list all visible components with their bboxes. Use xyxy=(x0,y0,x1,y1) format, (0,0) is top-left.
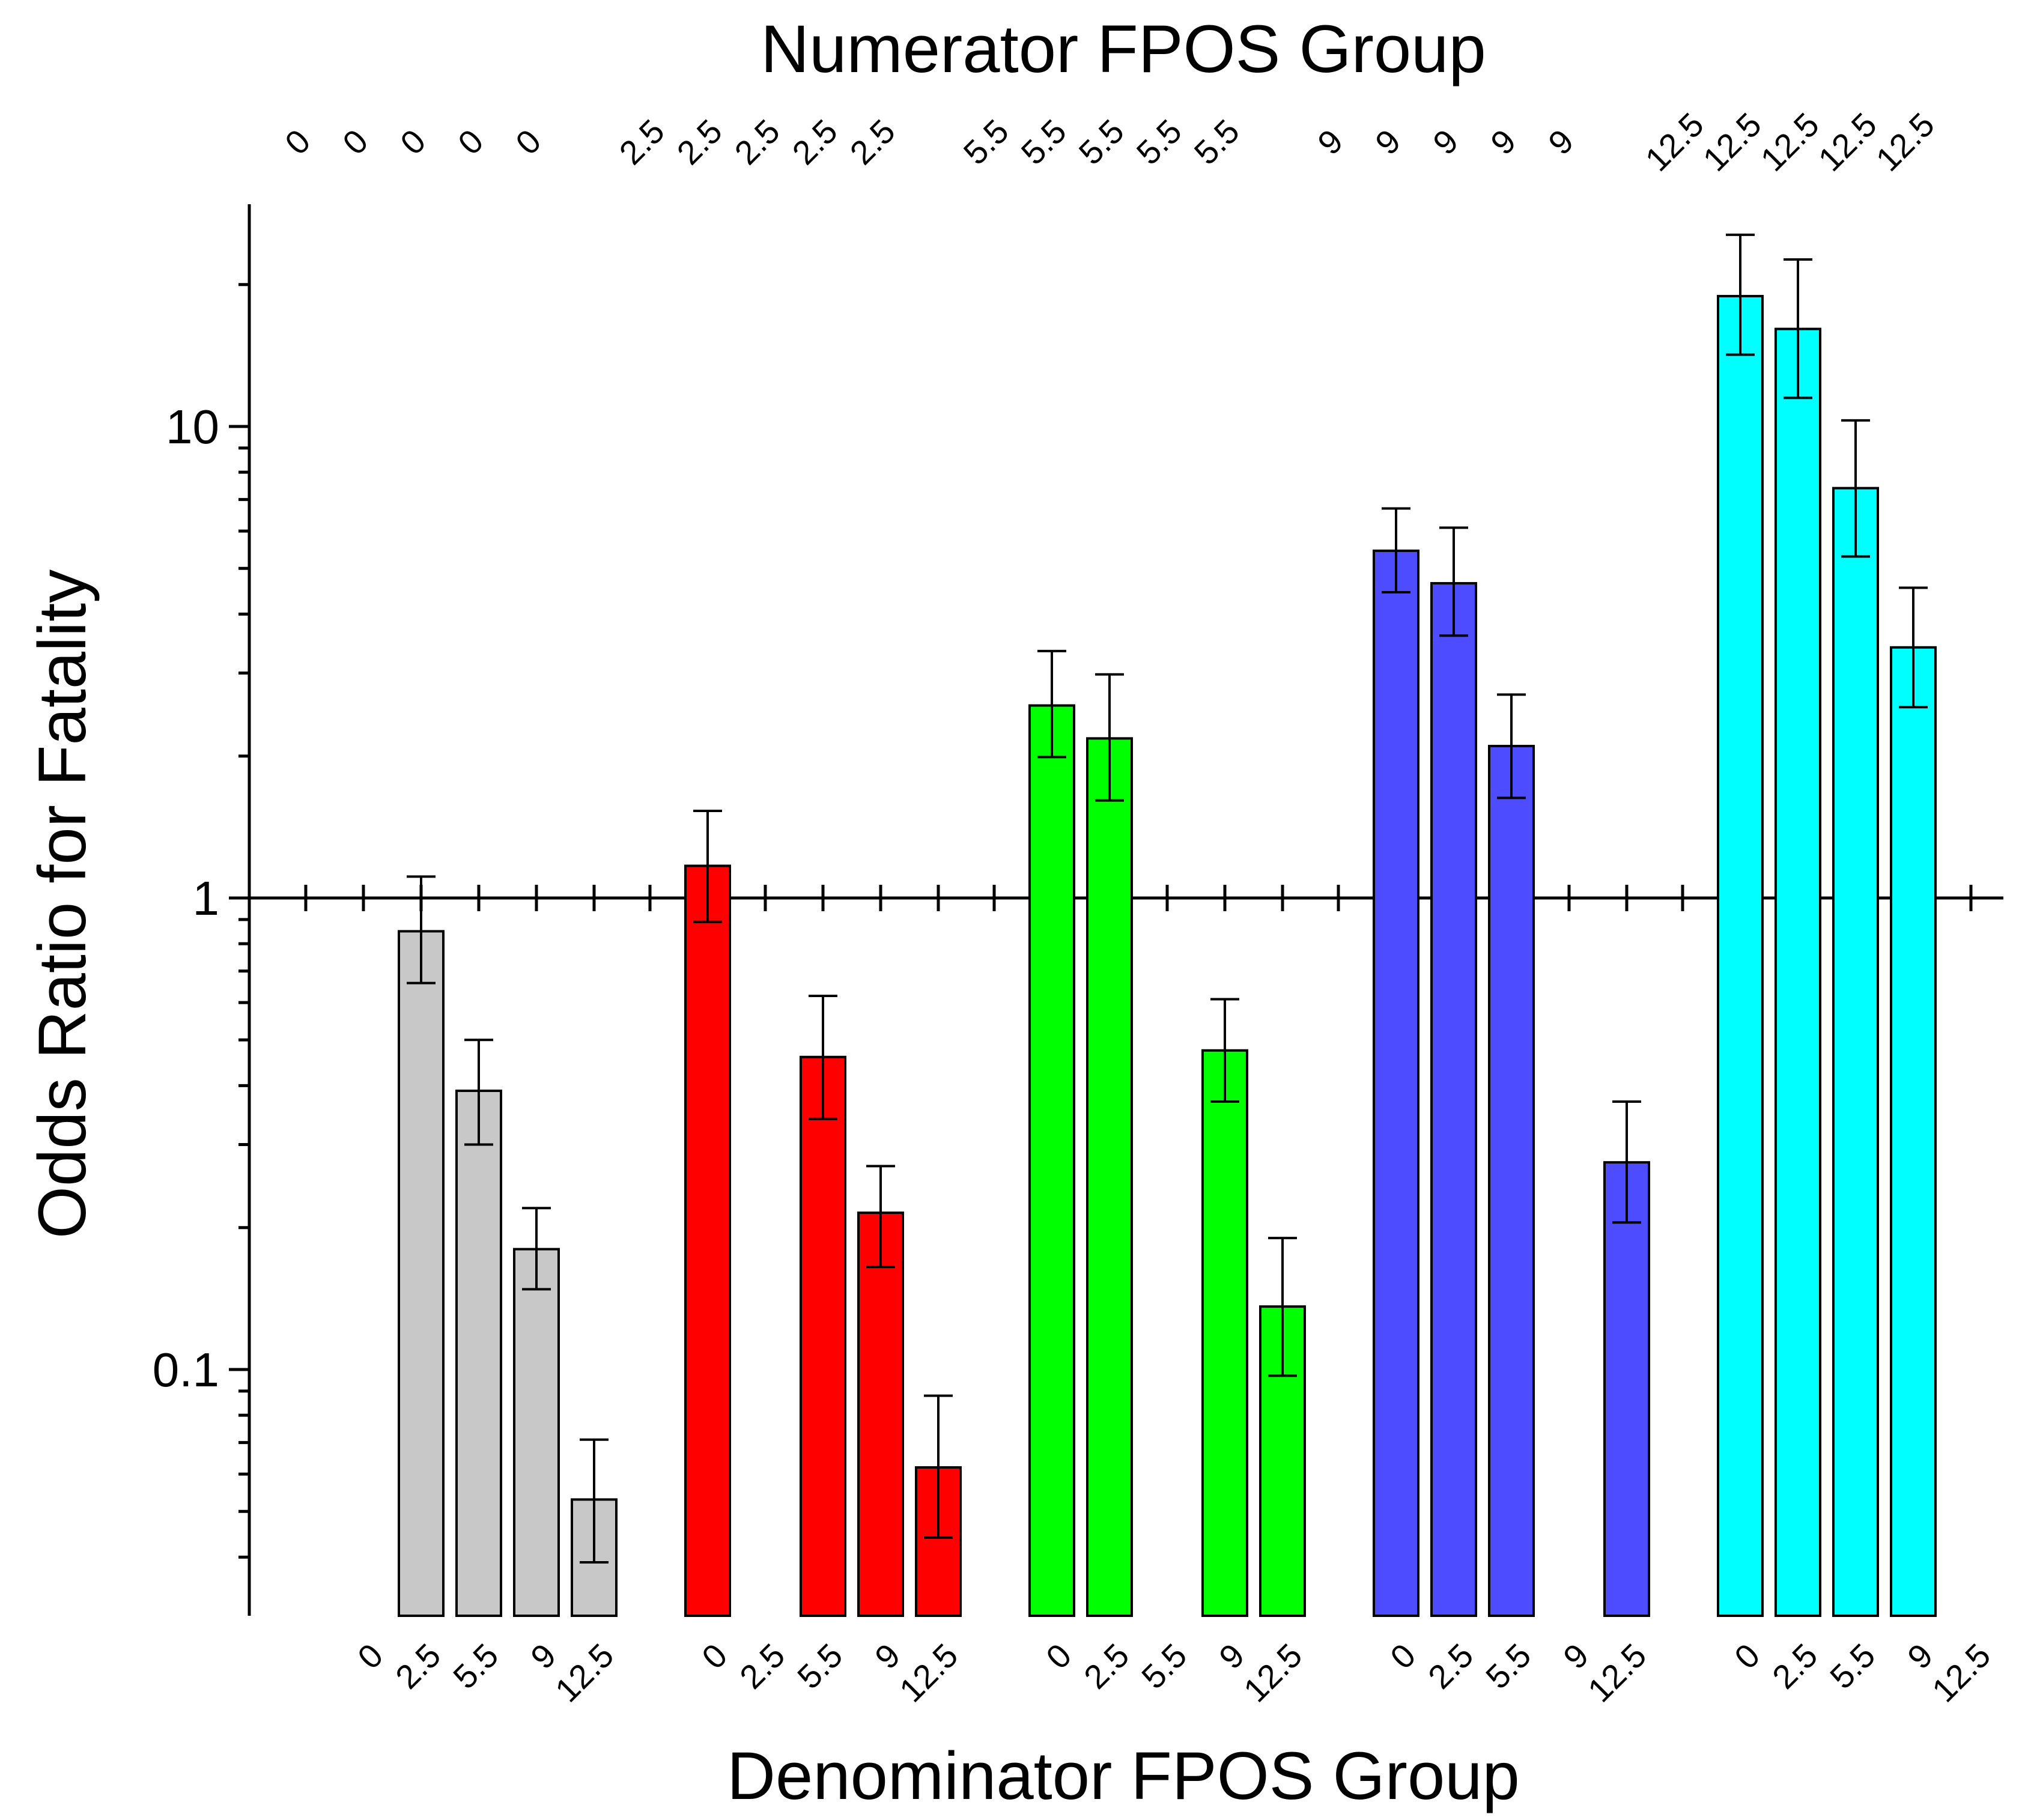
denominator-tick-label: 2.5 xyxy=(1765,1636,1825,1696)
denominator-tick-label: 0 xyxy=(1383,1636,1423,1676)
bar xyxy=(1373,549,1419,1618)
denominator-tick-label: 9 xyxy=(867,1636,908,1676)
denominator-tick-label: 2.5 xyxy=(1421,1636,1481,1696)
denominator-tick-label: 5.5 xyxy=(1478,1636,1538,1696)
numerator-tick-label: 2.5 xyxy=(727,112,787,172)
denominator-axis-title: Denominator FPOS Group xyxy=(727,1738,1520,1813)
bar xyxy=(857,1212,904,1617)
denominator-tick-label: 0 xyxy=(1727,1636,1767,1676)
denominator-tick-label: 2.5 xyxy=(388,1636,448,1696)
numerator-tick-label: 9 xyxy=(1541,122,1581,162)
denominator-tick-label: 2.5 xyxy=(732,1636,792,1696)
numerator-tick-label: 5.5 xyxy=(956,112,1016,172)
numerator-tick-label: 9 xyxy=(1483,122,1523,162)
bar xyxy=(1717,294,1764,1617)
numerator-tick-label: 0 xyxy=(393,122,433,162)
denominator-tick-label: 0 xyxy=(694,1636,735,1676)
denominator-tick-label: 9 xyxy=(523,1636,563,1676)
denominator-tick-label: 5.5 xyxy=(1823,1636,1883,1696)
numerator-tick-label: 0 xyxy=(335,122,375,162)
y-tick-label: 10 xyxy=(166,400,219,453)
numerator-tick-label: 12.5 xyxy=(1868,105,1942,178)
numerator-tick-label: 5.5 xyxy=(1129,112,1189,172)
numerator-tick-label: 12.5 xyxy=(1811,105,1884,178)
numerator-tick-label: 2.5 xyxy=(842,112,902,172)
numerator-tick-label: 2.5 xyxy=(785,112,845,172)
numerator-tick-label: 2.5 xyxy=(612,112,672,172)
denominator-tick-label: 12.5 xyxy=(1236,1636,1310,1709)
bar xyxy=(1775,327,1821,1618)
bar xyxy=(455,1090,502,1617)
denominator-tick-label: 5.5 xyxy=(790,1636,850,1696)
numerator-tick-label: 2.5 xyxy=(669,112,729,172)
denominator-tick-label: 9 xyxy=(1212,1636,1252,1676)
bar xyxy=(1603,1161,1650,1617)
bar xyxy=(1488,745,1535,1617)
y-tick-label: 0.1 xyxy=(153,1343,219,1397)
numerator-tick-label: 12.5 xyxy=(1638,105,1711,178)
bar xyxy=(1028,704,1075,1617)
bar xyxy=(1201,1049,1248,1617)
denominator-tick-label: 12.5 xyxy=(548,1636,621,1709)
numerator-tick-label: 5.5 xyxy=(1186,112,1246,172)
bar xyxy=(1430,582,1477,1617)
denominator-tick-label: 5.5 xyxy=(446,1636,506,1696)
denominator-tick-label: 12.5 xyxy=(1580,1636,1654,1709)
numerator-tick-label: 9 xyxy=(1368,122,1408,162)
denominator-tick-label: 0 xyxy=(350,1636,390,1676)
denominator-tick-label: 5.5 xyxy=(1134,1636,1194,1696)
denominator-tick-label: 9 xyxy=(1900,1636,1940,1676)
numerator-tick-label: 12.5 xyxy=(1753,105,1826,178)
y-tick-label: 1 xyxy=(193,872,220,925)
numerator-tick-label: 12.5 xyxy=(1695,105,1769,178)
bar xyxy=(1086,737,1133,1617)
bar xyxy=(800,1055,846,1617)
denominator-tick-label: 12.5 xyxy=(892,1636,965,1709)
numerator-tick-label: 0 xyxy=(451,122,491,162)
numerator-tick-label: 9 xyxy=(1310,122,1350,162)
bar xyxy=(684,864,731,1617)
numerator-tick-label: 9 xyxy=(1425,122,1466,162)
plot-area: 0.11100002.505.509012.52.502.52.52.55.52… xyxy=(153,105,2003,1709)
bar xyxy=(1832,487,1879,1617)
denominator-tick-label: 9 xyxy=(1556,1636,1596,1676)
denominator-tick-label: 12.5 xyxy=(1925,1636,1998,1709)
bar xyxy=(513,1248,560,1617)
denominator-tick-label: 0 xyxy=(1039,1636,1079,1676)
bar xyxy=(398,930,445,1617)
denominator-tick-label: 2.5 xyxy=(1076,1636,1137,1696)
numerator-tick-label: 5.5 xyxy=(1013,112,1073,172)
bar xyxy=(1890,646,1937,1617)
numerator-tick-label: 0 xyxy=(508,122,548,162)
y-axis-title: Odds Ratio for Fatality xyxy=(25,569,100,1239)
numerator-axis-title: Numerator FPOS Group xyxy=(761,11,1486,86)
numerator-tick-label: 5.5 xyxy=(1071,112,1131,172)
numerator-tick-label: 0 xyxy=(278,122,318,162)
